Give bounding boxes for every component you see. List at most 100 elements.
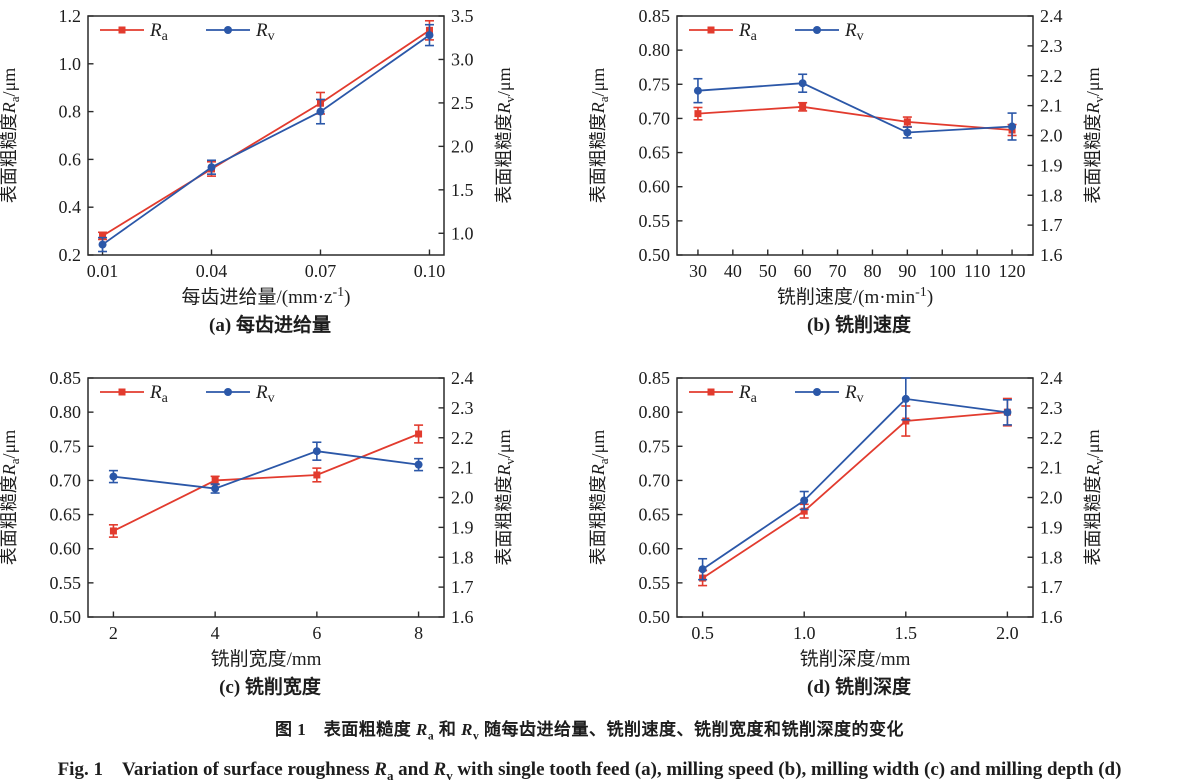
svg-text:2.0: 2.0 (996, 623, 1019, 643)
legend-label-Rv: Rv (844, 382, 864, 406)
svg-text:30: 30 (689, 261, 707, 281)
svg-text:0.80: 0.80 (639, 40, 671, 60)
axis-ticks (677, 377, 1033, 618)
svg-text:0.80: 0.80 (50, 402, 82, 422)
chart-panel-c: 0.50 0.55 0.60 0.65 0.70 0.75 0.80 0.85 1.6 1.7 1.… (0, 356, 589, 706)
svg-text:1.8: 1.8 (1040, 185, 1063, 205)
svg-text:1.7: 1.7 (1040, 577, 1063, 597)
svg-text:6: 6 (312, 623, 321, 643)
series-Rv-markers (109, 447, 423, 493)
series-Rv-markers (693, 79, 1017, 137)
left-axis-title: 表面粗糙度Ra/μm (589, 430, 611, 565)
series-Rv-line (702, 397, 1008, 570)
svg-text:0.4: 0.4 (59, 197, 82, 217)
svg-text:120: 120 (999, 261, 1026, 281)
svg-text:0.85: 0.85 (639, 6, 671, 26)
svg-text:0.2: 0.2 (59, 245, 82, 265)
svg-text:0.75: 0.75 (50, 436, 82, 456)
svg-text:2.2: 2.2 (1040, 66, 1063, 86)
svg-text:90: 90 (898, 261, 916, 281)
svg-text:1.9: 1.9 (451, 517, 474, 537)
right-axis-title: 表面粗糙度Rv/μm (1083, 429, 1106, 565)
legend-label-Ra: Ra (738, 20, 758, 44)
axis-tick-labels: 0.50 0.55 0.60 0.65 0.70 0.75 0.80 0.85 1.6 1.7 1.… (639, 6, 1063, 281)
svg-text:1.6: 1.6 (1040, 607, 1063, 627)
svg-text:0.70: 0.70 (639, 108, 671, 128)
axis-tick-labels: 0.2 0.4 0.6 0.8 1.0 1.2 1.0 1.5 2.0 2.5 3.0 3.5 0.01… (59, 6, 474, 281)
right-axis-title: 表面粗糙度Rv/μm (1083, 67, 1106, 203)
svg-text:2.3: 2.3 (1040, 36, 1063, 56)
left-axis-title: 表面粗糙度Ra/μm (0, 68, 22, 203)
svg-text:1.7: 1.7 (1040, 215, 1063, 235)
axis-tick-labels: 0.50 0.55 0.60 0.65 0.70 0.75 0.80 0.85 1.6 1.7 1.… (639, 368, 1063, 643)
series-Rv-markers (98, 31, 434, 249)
series-Rv-errorbars (108, 441, 424, 494)
series-Ra-markers (699, 408, 1011, 582)
svg-text:0.60: 0.60 (50, 539, 82, 559)
series-Ra-line (102, 29, 430, 237)
figure-captions: 图 1 表面粗糙度 Ra 和 Rv 随每齿进给量、铣削速度、铣削宽度和铣削深度的… (0, 715, 1179, 783)
svg-text:0.07: 0.07 (305, 261, 337, 281)
svg-text:2.0: 2.0 (451, 136, 474, 156)
plot-frame (87, 377, 445, 618)
chart-d-svg: 0.50 0.55 0.60 0.65 0.70 0.75 0.80 0.85 1.6 1.7 1.… (589, 368, 1106, 670)
svg-text:0.50: 0.50 (639, 607, 671, 627)
svg-text:0.65: 0.65 (50, 505, 82, 525)
series-Ra-line (702, 411, 1008, 579)
svg-text:0.70: 0.70 (50, 470, 82, 490)
legend: Ra Rv (100, 20, 275, 44)
svg-text:0.55: 0.55 (639, 211, 671, 231)
svg-text:1.8: 1.8 (1040, 547, 1063, 567)
x-axis-title: 铣削深度/mm (800, 648, 911, 670)
series-Rv-markers (698, 394, 1012, 574)
legend-label-Ra: Ra (149, 20, 169, 44)
series-Ra-markers (109, 430, 423, 535)
chart-b-svg: 0.50 0.55 0.60 0.65 0.70 0.75 0.80 0.85 1.6 1.7 1.… (589, 6, 1106, 308)
svg-text:1.7: 1.7 (451, 577, 474, 597)
chart-panel-b: 0.50 0.55 0.60 0.65 0.70 0.75 0.80 0.85 1.6 1.7 1.… (589, 0, 1179, 356)
svg-text:0.85: 0.85 (50, 368, 82, 388)
series-Ra-line (697, 105, 1013, 131)
svg-text:0.55: 0.55 (639, 573, 671, 593)
svg-text:0.65: 0.65 (639, 505, 671, 525)
panel-caption-a: (a) 每齿进给量 (209, 315, 331, 336)
svg-text:0.60: 0.60 (639, 177, 671, 197)
svg-text:2.3: 2.3 (1040, 398, 1063, 418)
series-Rv-line (113, 450, 419, 490)
panel-caption-c: (c) 铣削宽度 (219, 677, 321, 698)
chart-a-svg: 0.2 0.4 0.6 0.8 1.0 1.2 1.0 1.5 2.0 2.5 3.0 3.5 0.01… (0, 6, 517, 308)
chart-panel-d: 0.50 0.55 0.60 0.65 0.70 0.75 0.80 0.85 1.6 1.7 1.… (589, 356, 1179, 706)
axis-ticks (88, 377, 444, 618)
axis-tick-labels: 0.50 0.55 0.60 0.65 0.70 0.75 0.80 0.85 1.6 1.7 1.… (50, 368, 474, 643)
series-Ra-line (113, 433, 419, 532)
svg-text:3.0: 3.0 (451, 49, 474, 69)
svg-text:2.0: 2.0 (1040, 488, 1063, 508)
svg-text:0.8: 0.8 (59, 102, 82, 122)
svg-text:1.5: 1.5 (451, 180, 474, 200)
svg-text:1.2: 1.2 (59, 6, 82, 26)
chart-panel-a: 0.2 0.4 0.6 0.8 1.0 1.2 1.0 1.5 2.0 2.5 3.0 3.5 0.01… (0, 0, 589, 356)
left-axis-title: 表面粗糙度Ra/μm (589, 68, 611, 203)
legend-label-Ra: Ra (738, 382, 758, 406)
legend: Ra Rv (100, 382, 275, 406)
svg-text:0.85: 0.85 (639, 368, 671, 388)
svg-text:2.4: 2.4 (1040, 6, 1063, 26)
svg-text:80: 80 (863, 261, 881, 281)
svg-text:0.70: 0.70 (639, 470, 671, 490)
series-Rv-line (102, 34, 430, 246)
panel-caption-b: (b) 铣削速度 (807, 315, 911, 336)
left-axis-title: 表面粗糙度Ra/μm (0, 430, 22, 565)
svg-text:110: 110 (964, 261, 990, 281)
charts-grid: 0.2 0.4 0.6 0.8 1.0 1.2 1.0 1.5 2.0 2.5 3.0 3.5 0.01… (0, 0, 1179, 706)
svg-text:1.9: 1.9 (1040, 517, 1063, 537)
svg-text:0.60: 0.60 (639, 539, 671, 559)
svg-text:1.8: 1.8 (451, 547, 474, 567)
svg-text:0.01: 0.01 (87, 261, 119, 281)
legend: Ra Rv (689, 382, 864, 406)
svg-text:8: 8 (414, 623, 423, 643)
svg-text:0.50: 0.50 (50, 607, 82, 627)
svg-text:4: 4 (211, 623, 220, 643)
svg-text:0.10: 0.10 (414, 261, 446, 281)
svg-text:1.6: 1.6 (451, 607, 474, 627)
